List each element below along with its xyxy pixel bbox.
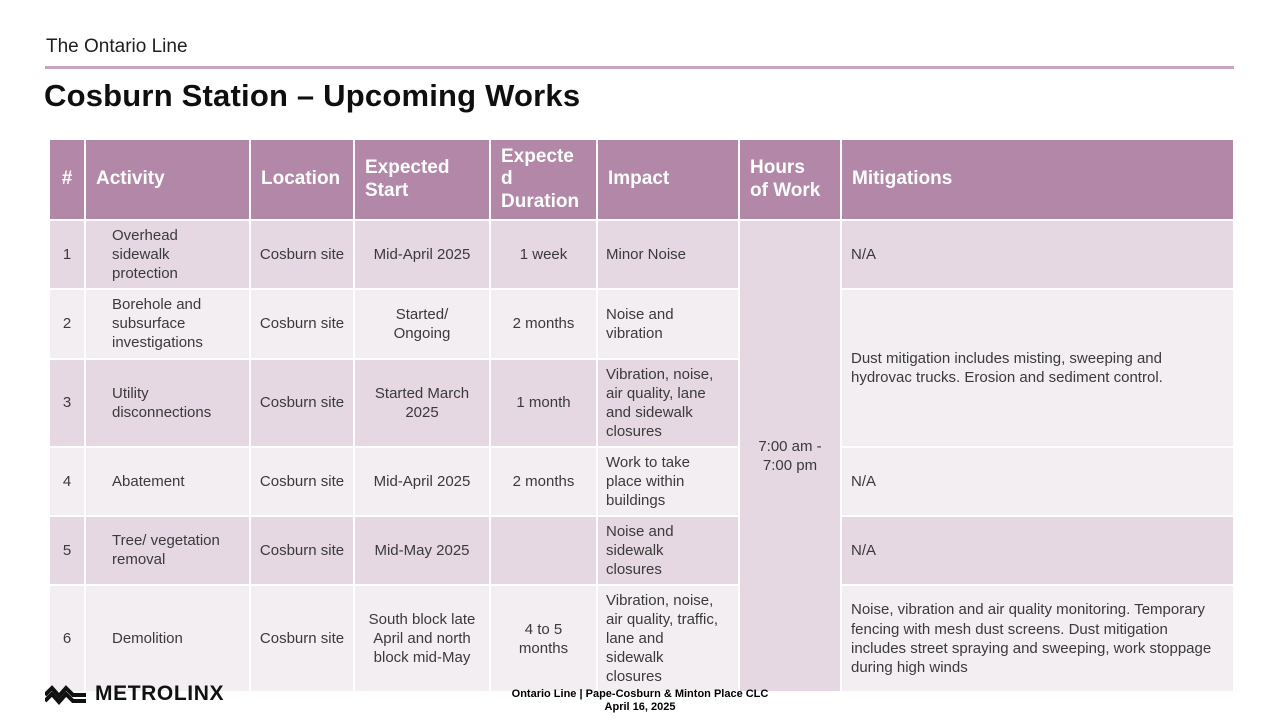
cell-activity: Abatement	[84, 445, 251, 517]
cell-expected-start: Started/ Ongoing	[353, 288, 491, 360]
cell-duration: 2 months	[489, 445, 598, 517]
col-header-mitigations: Mitigations	[840, 137, 1235, 222]
cell-number: 5	[48, 514, 86, 586]
cell-duration: 1 month	[489, 357, 598, 448]
col-header-hours-of-work: Hours of Work	[738, 137, 842, 222]
cell-duration: 1 week	[489, 219, 598, 291]
cell-activity: Utility disconnections	[84, 357, 251, 448]
col-header-number: #	[48, 137, 86, 222]
cell-duration	[489, 514, 598, 586]
metrolinx-logo: METROLINX	[45, 682, 224, 706]
cell-expected-start: Mid-April 2025	[353, 445, 491, 517]
cell-number: 1	[48, 219, 86, 291]
cell-expected-start: Started March 2025	[353, 357, 491, 448]
footer-caption-line2: April 16, 2025	[604, 700, 676, 713]
cell-impact: Vibration, noise, air quality, lane and …	[596, 357, 740, 448]
table-row: 2 Borehole and subsurface investigations…	[48, 288, 1235, 448]
cell-activity: Demolition	[84, 583, 251, 694]
table-row: 4 Abatement Cosburn site Mid-April 2025 …	[48, 445, 1235, 517]
metrolinx-logo-icon	[45, 684, 86, 705]
col-header-expected-start: Expected Start	[353, 137, 491, 222]
accent-divider	[45, 66, 1234, 69]
cell-expected-start: South block late April and north block m…	[353, 583, 491, 694]
cell-duration: 4 to 5 months	[489, 583, 598, 694]
cell-activity: Tree/ vegetation removal	[84, 514, 251, 586]
cell-number: 4	[48, 445, 86, 517]
col-header-impact: Impact	[596, 137, 740, 222]
cell-number: 3	[48, 357, 86, 448]
cell-location: Cosburn site	[249, 445, 355, 517]
cell-impact: Minor Noise	[596, 219, 740, 291]
cell-impact: Noise and vibration	[596, 288, 740, 360]
table-row: 1 Overhead sidewalk protection Cosburn s…	[48, 219, 1235, 694]
cell-duration: 2 months	[489, 288, 598, 360]
cell-impact: Vibration, noise, air quality, traffic, …	[596, 583, 740, 694]
cell-impact: Noise and sidewalk closures	[596, 514, 740, 586]
table-header-row: # Activity Location Expected Start Expec…	[48, 137, 1235, 222]
cell-mitigations: N/A	[840, 219, 1235, 291]
cell-activity: Borehole and subsurface investigations	[84, 288, 251, 360]
table-row: 3 Utility disconnections Cosburn site St…	[48, 357, 1234, 448]
metrolinx-logo-text: METROLINX	[95, 682, 225, 705]
cell-impact: Work to take place within buildings	[596, 445, 740, 517]
cell-hours-of-work: 7:00 am - 7:00 pm	[738, 219, 842, 694]
program-title: The Ontario Line	[46, 36, 188, 57]
page-title: Cosburn Station – Upcoming Works	[44, 78, 581, 113]
cell-location: Cosburn site	[249, 288, 355, 360]
cell-number: 2	[48, 288, 86, 360]
cell-mitigations: Dust mitigation includes misting, sweepi…	[840, 288, 1235, 448]
col-header-expected-duration: Expecte d Duration	[489, 137, 598, 222]
cell-mitigations: N/A	[840, 445, 1235, 517]
cell-mitigations: Noise, vibration and air quality monitor…	[840, 583, 1235, 694]
cell-location: Cosburn site	[249, 357, 355, 448]
cell-location: Cosburn site	[249, 219, 355, 291]
cell-location: Cosburn site	[249, 514, 355, 586]
col-header-activity: Activity	[84, 137, 251, 222]
col-header-location: Location	[249, 137, 355, 222]
footer-caption: Ontario Line | Pape-Cosburn & Minton Pla…	[0, 688, 1280, 713]
cell-expected-start: Mid-May 2025	[353, 514, 491, 586]
cell-expected-start: Mid-April 2025	[353, 219, 491, 291]
cell-activity: Overhead sidewalk protection	[84, 219, 251, 291]
cell-number: 6	[48, 583, 86, 694]
cell-mitigations: N/A	[840, 514, 1235, 586]
table-row: 6 Demolition Cosburn site South block la…	[48, 583, 1235, 694]
footer-caption-line1: Ontario Line | Pape-Cosburn & Minton Pla…	[511, 688, 769, 700]
upcoming-works-table: # Activity Location Expected Start Expec…	[48, 137, 1235, 694]
cell-location: Cosburn site	[249, 583, 355, 694]
table-row: 5 Tree/ vegetation removal Cosburn site …	[48, 514, 1235, 586]
